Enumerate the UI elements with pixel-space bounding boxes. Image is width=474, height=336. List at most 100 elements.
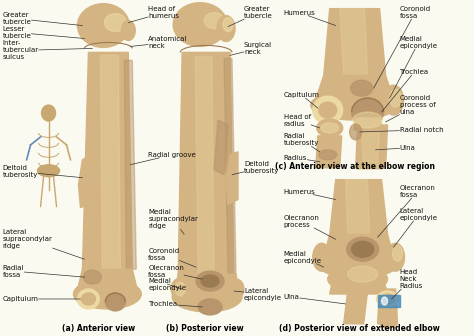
Ellipse shape xyxy=(318,250,398,278)
Ellipse shape xyxy=(353,112,383,128)
Ellipse shape xyxy=(83,270,101,284)
Polygon shape xyxy=(378,289,398,324)
Text: Humerus: Humerus xyxy=(284,188,336,200)
Ellipse shape xyxy=(392,245,402,261)
Ellipse shape xyxy=(223,17,233,32)
Polygon shape xyxy=(195,56,214,274)
Ellipse shape xyxy=(171,278,189,300)
Polygon shape xyxy=(322,234,395,264)
Ellipse shape xyxy=(383,85,403,115)
Polygon shape xyxy=(214,120,228,175)
Ellipse shape xyxy=(201,275,219,287)
Ellipse shape xyxy=(351,80,373,96)
Text: Greater
tubercle: Greater tubercle xyxy=(3,12,82,26)
Polygon shape xyxy=(79,155,91,208)
Polygon shape xyxy=(344,291,368,324)
Polygon shape xyxy=(82,52,132,269)
Text: Surgical
neck: Surgical neck xyxy=(230,42,272,55)
Ellipse shape xyxy=(350,124,362,140)
Polygon shape xyxy=(124,60,137,269)
Polygon shape xyxy=(354,118,383,130)
Polygon shape xyxy=(224,58,236,274)
Ellipse shape xyxy=(37,165,60,177)
Ellipse shape xyxy=(328,266,388,292)
Text: Capitulum: Capitulum xyxy=(3,296,81,302)
Ellipse shape xyxy=(196,271,224,291)
Text: Medial
epicondyle: Medial epicondyle xyxy=(390,36,438,98)
Ellipse shape xyxy=(198,299,222,315)
Text: (a) Anterior view: (a) Anterior view xyxy=(62,324,135,333)
Text: Coronoid
process of
ulna: Coronoid process of ulna xyxy=(385,95,435,122)
Ellipse shape xyxy=(382,297,388,305)
Ellipse shape xyxy=(105,293,125,311)
Polygon shape xyxy=(76,269,138,294)
Ellipse shape xyxy=(104,14,127,32)
Text: Capitulum: Capitulum xyxy=(284,92,320,108)
Text: Radial
tuberosity: Radial tuberosity xyxy=(284,133,320,152)
Polygon shape xyxy=(314,75,395,105)
Polygon shape xyxy=(340,9,368,75)
Text: Trochlea: Trochlea xyxy=(382,69,428,112)
Text: Greater
tubercle: Greater tubercle xyxy=(228,6,273,27)
Text: Trochlea: Trochlea xyxy=(148,301,202,307)
Ellipse shape xyxy=(73,279,141,309)
Ellipse shape xyxy=(317,119,343,137)
Text: Deltoid
tuberosity: Deltoid tuberosity xyxy=(232,161,279,175)
Polygon shape xyxy=(378,295,400,307)
Ellipse shape xyxy=(321,123,339,133)
Ellipse shape xyxy=(311,90,397,120)
Ellipse shape xyxy=(313,96,343,124)
Text: Radial
fossa: Radial fossa xyxy=(3,265,84,278)
Polygon shape xyxy=(174,274,240,297)
Text: Lateral
epicondyle: Lateral epicondyle xyxy=(393,208,438,247)
Text: Olecranon
process: Olecranon process xyxy=(284,215,336,239)
Ellipse shape xyxy=(352,241,374,257)
Polygon shape xyxy=(362,128,380,168)
Ellipse shape xyxy=(121,20,135,40)
Ellipse shape xyxy=(319,102,337,118)
Text: Head of
radius: Head of radius xyxy=(284,114,320,128)
Ellipse shape xyxy=(82,293,95,305)
Ellipse shape xyxy=(346,237,379,261)
Ellipse shape xyxy=(77,289,100,309)
Text: Coronoid
fossa: Coronoid fossa xyxy=(148,248,196,267)
Text: Lateral
supracondylar
ridge: Lateral supracondylar ridge xyxy=(3,229,84,259)
Text: Head
Neck
Radius: Head Neck Radius xyxy=(392,269,423,299)
Ellipse shape xyxy=(77,4,129,47)
Ellipse shape xyxy=(376,291,399,307)
Ellipse shape xyxy=(347,266,378,282)
Ellipse shape xyxy=(172,282,242,312)
Ellipse shape xyxy=(313,243,331,271)
Text: Head of
humerus: Head of humerus xyxy=(128,6,179,23)
Polygon shape xyxy=(324,9,385,75)
Ellipse shape xyxy=(352,98,383,126)
Text: Ulna: Ulna xyxy=(284,294,346,304)
Text: Radial groove: Radial groove xyxy=(130,152,196,165)
Text: Ulna: Ulna xyxy=(375,145,415,151)
Ellipse shape xyxy=(42,105,55,121)
Ellipse shape xyxy=(204,13,224,29)
Polygon shape xyxy=(330,264,388,294)
Text: Lesser
tubercle: Lesser tubercle xyxy=(3,26,84,39)
Ellipse shape xyxy=(390,89,401,107)
Text: Lateral
epicondyle: Lateral epicondyle xyxy=(234,288,282,300)
Text: Medial
epicondyle: Medial epicondyle xyxy=(148,278,186,291)
Text: Medial
epicondyle: Medial epicondyle xyxy=(284,251,324,267)
Text: Radius: Radius xyxy=(284,155,320,162)
Polygon shape xyxy=(226,152,238,205)
Polygon shape xyxy=(100,55,120,269)
Text: Radial notch: Radial notch xyxy=(360,127,443,133)
Ellipse shape xyxy=(228,279,244,299)
Text: Deltoid
tuberosity: Deltoid tuberosity xyxy=(3,165,82,178)
Text: Medial
supracondylar
ridge: Medial supracondylar ridge xyxy=(148,209,198,234)
Polygon shape xyxy=(330,180,388,234)
Text: Inter-
tubercular
sulcus: Inter- tubercular sulcus xyxy=(3,40,92,60)
Text: (c) Anterior view at the elbow region: (c) Anterior view at the elbow region xyxy=(274,162,435,171)
Text: Olecranon
fossa: Olecranon fossa xyxy=(378,185,436,237)
Ellipse shape xyxy=(175,282,185,296)
Polygon shape xyxy=(346,180,370,234)
Text: Olecranon
fossa: Olecranon fossa xyxy=(148,265,202,279)
Ellipse shape xyxy=(381,294,394,304)
Ellipse shape xyxy=(387,243,404,271)
Text: Anatomical
neck: Anatomical neck xyxy=(130,36,188,49)
